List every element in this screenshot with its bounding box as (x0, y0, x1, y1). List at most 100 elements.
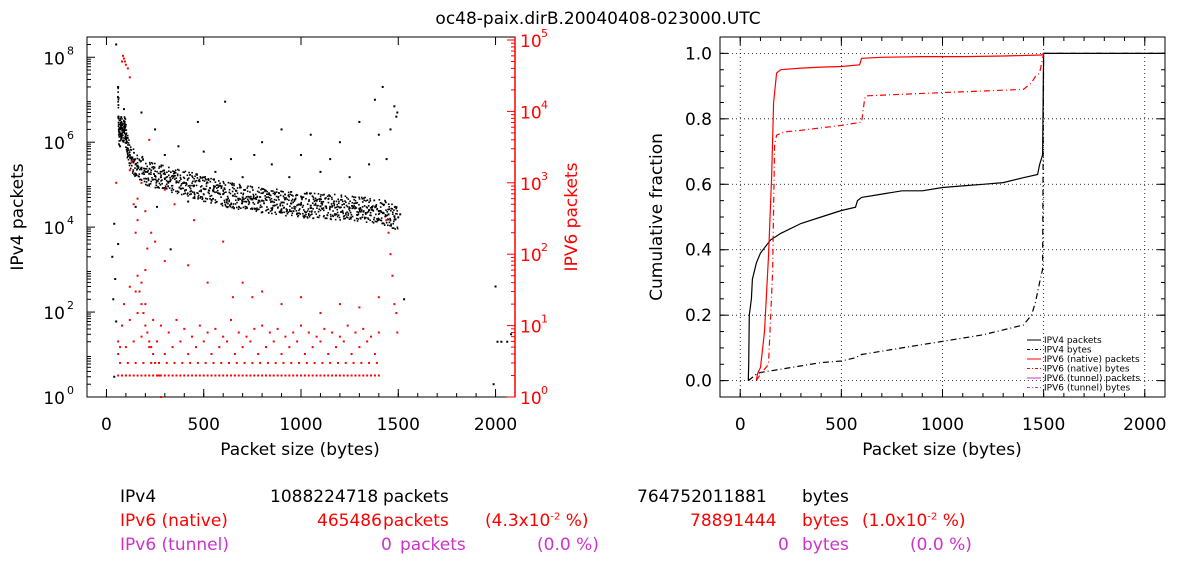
ipv4-point (214, 185, 216, 188)
x-tick-label: 500 (825, 415, 857, 435)
ipv4-point (191, 182, 193, 184)
ipv6-native-point (373, 374, 376, 377)
ipv4-point (304, 192, 307, 195)
x-tick-label: 1500 (377, 415, 420, 435)
ipv4-point (125, 129, 128, 131)
ipv6-native-point (245, 335, 248, 338)
ipv4-point (352, 207, 355, 209)
ipv4-point (248, 201, 250, 203)
ipv4-point (203, 180, 206, 182)
ipv4-point (362, 213, 364, 216)
ipv6-native-point (214, 374, 217, 377)
ipv4-point (203, 200, 205, 203)
ipv4-point (369, 214, 371, 217)
ipv4-point (256, 190, 259, 193)
ipv6-native-point (338, 374, 341, 377)
figure-title: oc48-paix.dirB.20040408-023000.UTC (435, 9, 760, 29)
ipv4-point (283, 206, 285, 209)
ipv4-point (321, 203, 324, 206)
row-ipv6-native-packets-pct: (4.3x10-2 %) (485, 511, 589, 531)
ipv4-point (273, 204, 276, 207)
ipv4-point (336, 211, 339, 214)
y-right-tick-exponent: 1 (541, 313, 548, 326)
ipv6-native-series (115, 54, 399, 398)
ipv4-point (157, 186, 159, 189)
ipv4-point (252, 201, 254, 204)
y-tick-label: 10 (43, 49, 65, 69)
ipv4-point (350, 216, 353, 219)
ipv4-point (223, 201, 226, 204)
ipv6-native-point (241, 281, 244, 284)
ipv4-point (177, 181, 180, 184)
ipv4-point (324, 198, 326, 200)
ipv4-point (140, 111, 143, 114)
ipv4-point (221, 185, 223, 187)
ipv6-native-point (179, 340, 182, 343)
ipv6-native-point (126, 361, 129, 364)
ipv4-point (125, 136, 127, 138)
ipv4-point (124, 125, 127, 128)
ipv4-point (328, 194, 331, 197)
ipv4-point (229, 158, 232, 161)
ipv4-point (391, 213, 394, 215)
ipv6-native-point (122, 303, 125, 306)
ipv6-native-point (346, 374, 349, 377)
ipv6-native-point (329, 361, 332, 364)
ipv4-point (176, 168, 179, 171)
ipv4-point (159, 184, 162, 186)
ipv4-point (251, 207, 253, 209)
ipv4-point (372, 222, 375, 224)
ipv4-point (285, 196, 287, 199)
ipv4-point (176, 192, 179, 195)
x-tick-label: 2000 (1123, 415, 1166, 435)
ipv6-native-point (228, 361, 231, 364)
ipv4-point (202, 150, 205, 153)
ipv4-point (294, 208, 296, 210)
ipv4-point (302, 204, 305, 207)
ipv4-point (171, 187, 174, 190)
ipv6-native-point (327, 353, 330, 356)
ipv6-native-point (274, 361, 277, 364)
ipv4-point (252, 195, 255, 197)
ipv4-point (494, 285, 497, 288)
ipv6-native-point (336, 361, 339, 364)
ipv4-point (118, 144, 121, 146)
ipv4-point (316, 216, 319, 218)
ipv4-point (332, 215, 334, 218)
ipv6-native-point (191, 335, 194, 338)
ipv4-point (141, 172, 143, 175)
ipv4-point (204, 188, 207, 190)
y-tick-label: 10 (43, 389, 65, 409)
ipv4-point (313, 204, 316, 206)
ipv4-point (210, 194, 213, 197)
legend-label: IPV4 packets (1044, 336, 1102, 346)
ipv4-point (199, 196, 202, 198)
ipv4-point (347, 214, 349, 216)
ipv4-point (252, 197, 255, 200)
ipv4-point (120, 116, 123, 118)
y-right-tick-label: 10 (520, 32, 542, 52)
ipv4-point (285, 210, 288, 213)
ipv4-point (348, 218, 351, 220)
ipv6-native-point (288, 346, 291, 349)
ipv4-point (365, 200, 367, 202)
ipv6-native-point (362, 374, 365, 377)
ipv6-native-point (157, 361, 160, 364)
ipv4-point (156, 186, 158, 189)
ipv4-point (333, 193, 336, 196)
ipv4-point (178, 186, 181, 189)
ipv4-point (222, 193, 225, 196)
ipv4-point (389, 128, 392, 131)
ipv4-point (171, 177, 174, 180)
ipv4-point (371, 205, 373, 208)
ipv4-point (378, 199, 381, 201)
x-axis-label: Packet size (bytes) (862, 440, 1021, 460)
ipv4-point (204, 197, 207, 200)
ipv4-point (369, 200, 372, 202)
ipv4-point (138, 175, 140, 178)
ipv4-point (195, 184, 198, 187)
ipv4-point (312, 196, 315, 199)
ipv4-point (231, 194, 234, 197)
ipv6-native-point (214, 327, 217, 330)
ipv4-point (161, 179, 163, 181)
